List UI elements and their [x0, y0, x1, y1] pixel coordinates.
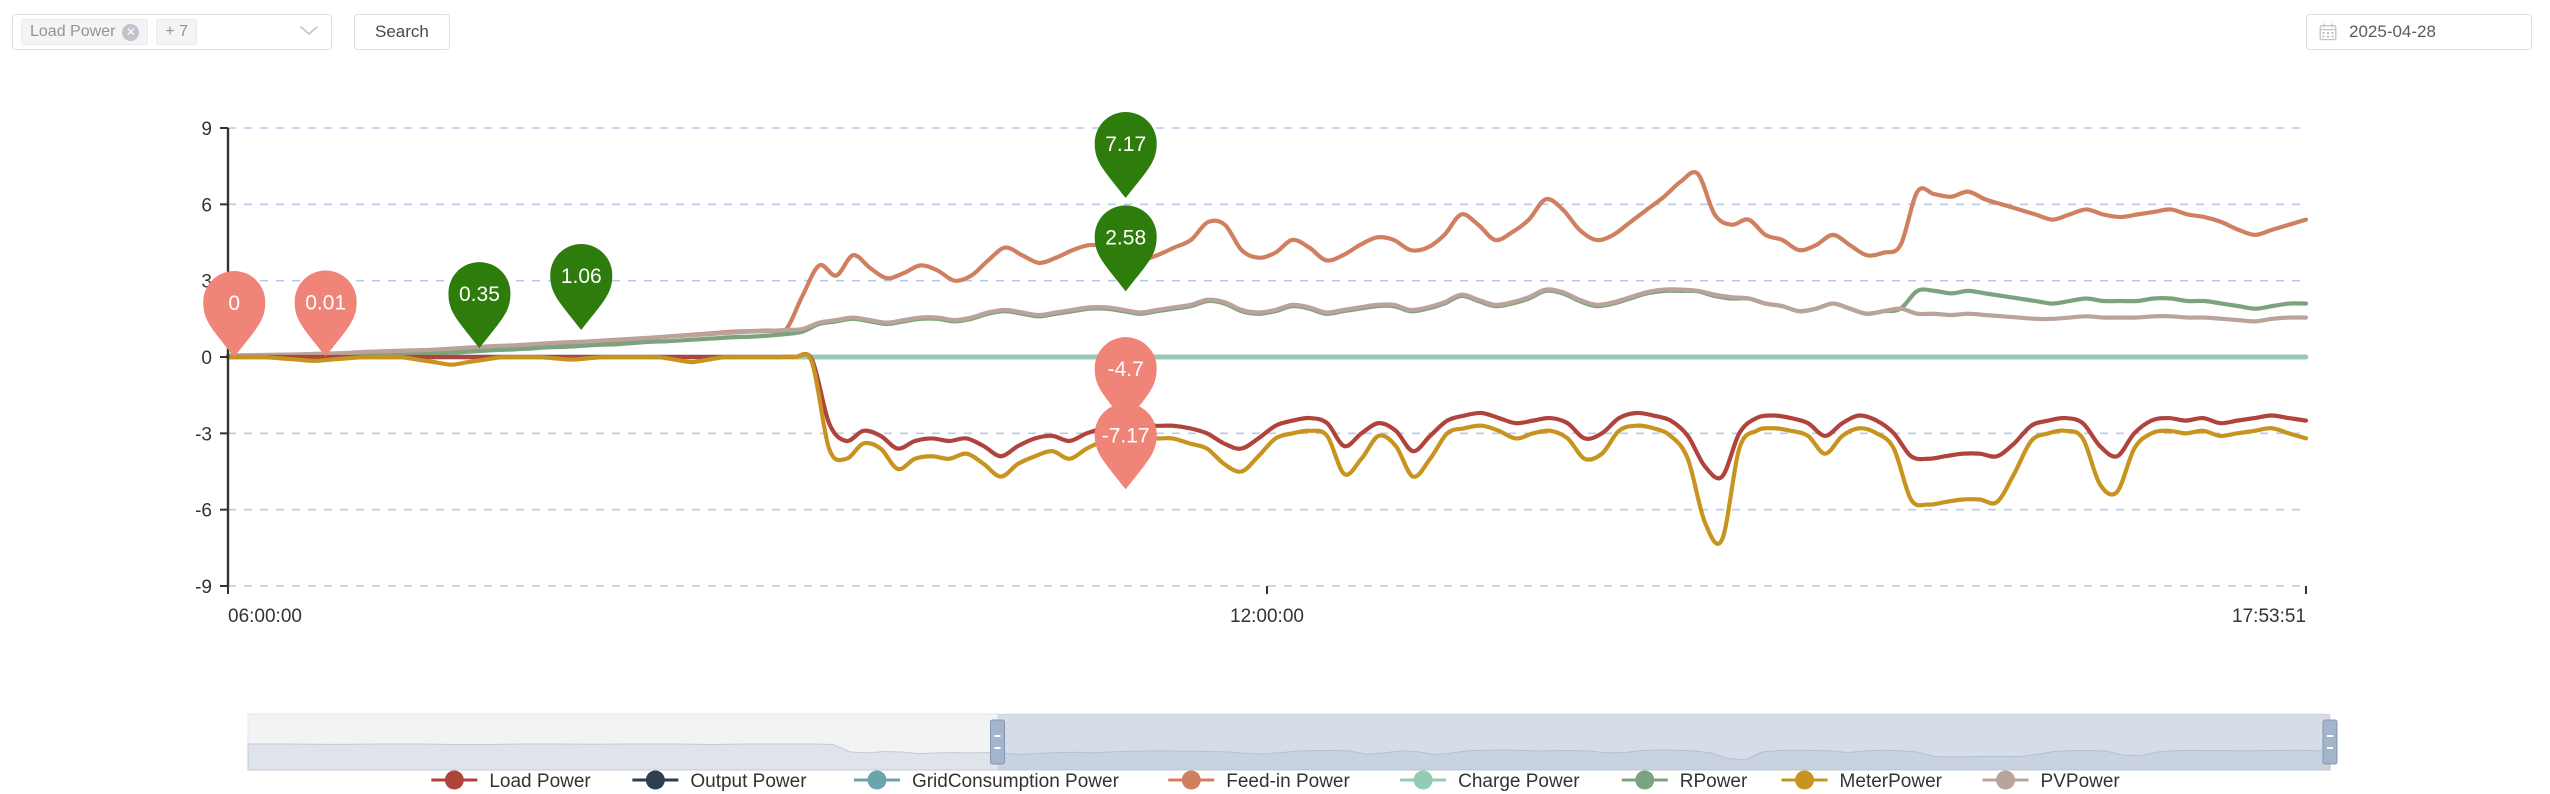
power-chart: 9 6 3 0 -3 -6 -9 06:00:00 12:00:00 17:53:51 0 0.0…: [0, 62, 2550, 794]
series-lines: [225, 170, 2309, 546]
annotation-pin[interactable]: 0.01: [294, 270, 357, 357]
close-icon[interactable]: ✕: [122, 23, 140, 41]
data-zoom-slider[interactable]: [247, 713, 2338, 771]
date-picker-value: 2025-04-28: [2349, 22, 2436, 41]
legend-marker-icon: [1181, 770, 1201, 790]
legend-item[interactable]: PVPower: [1982, 770, 2121, 793]
search-button-label: Search: [375, 22, 429, 41]
legend-marker-icon: [645, 770, 665, 790]
svg-text:1.06: 1.06: [561, 265, 602, 288]
x-axis: 06:00:00 12:00:00 17:53:51: [227, 586, 2307, 627]
legend-marker-icon: [444, 770, 464, 790]
svg-text:-7.17: -7.17: [1102, 424, 1150, 447]
chart-legend[interactable]: Load Power Output Power GridConsumption Po…: [431, 770, 2121, 793]
series-line: [225, 351, 2309, 481]
datazoom-selected-window[interactable]: [997, 714, 2330, 770]
annotation-pin[interactable]: -7.17: [1094, 403, 1157, 490]
legend-item-label: Feed-in Power: [1226, 771, 1350, 792]
calendar-icon: [2319, 23, 2337, 41]
svg-text:17:53:51: 17:53:51: [2232, 606, 2306, 627]
legend-item[interactable]: GridConsumption Power: [853, 770, 1120, 793]
svg-text:06:00:00: 06:00:00: [228, 606, 302, 627]
legend-marker-icon: [1635, 770, 1655, 790]
svg-text:0: 0: [228, 292, 240, 315]
svg-text:0.35: 0.35: [459, 283, 500, 306]
svg-text:-4.7: -4.7: [1108, 358, 1144, 381]
datazoom-handle-right[interactable]: [2322, 719, 2338, 765]
svg-text:9: 9: [201, 119, 212, 140]
date-picker[interactable]: 2025-04-28: [2306, 14, 2532, 50]
svg-text:7.17: 7.17: [1105, 133, 1146, 156]
metric-multiselect[interactable]: Load Power ✕ + 7: [12, 14, 332, 50]
legend-marker-icon: [1996, 770, 2016, 790]
legend-marker-icon: [1413, 770, 1433, 790]
legend-marker-icon: [1795, 770, 1815, 790]
legend-marker-icon: [867, 770, 887, 790]
series-line: [225, 170, 2309, 359]
annotation-pins[interactable]: 0 0.01 0.35 1.06 7.17 2.58 -4.7 -7.17: [203, 111, 1157, 490]
svg-text:-6: -6: [195, 501, 212, 522]
toolbar: Load Power ✕ + 7 Search: [0, 0, 2550, 62]
legend-item-label: MeterPower: [1840, 771, 1943, 792]
svg-text:-3: -3: [195, 424, 212, 445]
svg-text:2.58: 2.58: [1105, 226, 1146, 249]
legend-item-label: RPower: [1680, 771, 1748, 792]
legend-item[interactable]: Output Power: [632, 770, 807, 793]
datazoom-handle-left[interactable]: [990, 719, 1006, 765]
legend-item[interactable]: Feed-in Power: [1168, 770, 1350, 793]
legend-item-label: PVPower: [2041, 771, 2121, 792]
legend-item-label: Output Power: [690, 771, 807, 792]
search-button[interactable]: Search: [354, 14, 450, 50]
annotation-pin[interactable]: 1.06: [550, 244, 613, 331]
svg-text:12:00:00: 12:00:00: [1230, 606, 1304, 627]
legend-item[interactable]: MeterPower: [1781, 770, 1943, 793]
annotation-pin[interactable]: 7.17: [1094, 111, 1157, 198]
legend-item[interactable]: Load Power: [431, 770, 591, 793]
series-line: [225, 351, 2309, 546]
svg-text:0: 0: [201, 348, 212, 369]
chevron-down-icon[interactable]: [299, 25, 319, 40]
legend-item-label: Load Power: [489, 771, 591, 792]
legend-item-label: Charge Power: [1458, 771, 1580, 792]
annotation-pin[interactable]: 0.35: [448, 262, 511, 349]
legend-item[interactable]: RPower: [1621, 770, 1748, 793]
legend-item-label: GridConsumption Power: [912, 771, 1120, 792]
svg-text:0.01: 0.01: [305, 291, 346, 314]
svg-text:3: 3: [201, 272, 212, 293]
annotation-pin[interactable]: -4.7: [1094, 337, 1157, 424]
svg-text:6: 6: [201, 195, 212, 216]
series-line: [225, 287, 2309, 358]
svg-text:-9: -9: [195, 577, 212, 598]
y-axis: 9 6 3 0 -3 -6 -9: [195, 119, 230, 598]
selected-tag-load-power[interactable]: Load Power ✕: [21, 19, 149, 45]
selected-tag-overflow-count[interactable]: + 7: [156, 19, 198, 45]
legend-item[interactable]: Charge Power: [1400, 770, 1580, 793]
annotation-pin[interactable]: 0: [203, 271, 266, 357]
series-line: [225, 287, 2309, 359]
selected-tag-label: Load Power: [30, 23, 116, 40]
annotation-pin[interactable]: 2.58: [1094, 205, 1157, 292]
